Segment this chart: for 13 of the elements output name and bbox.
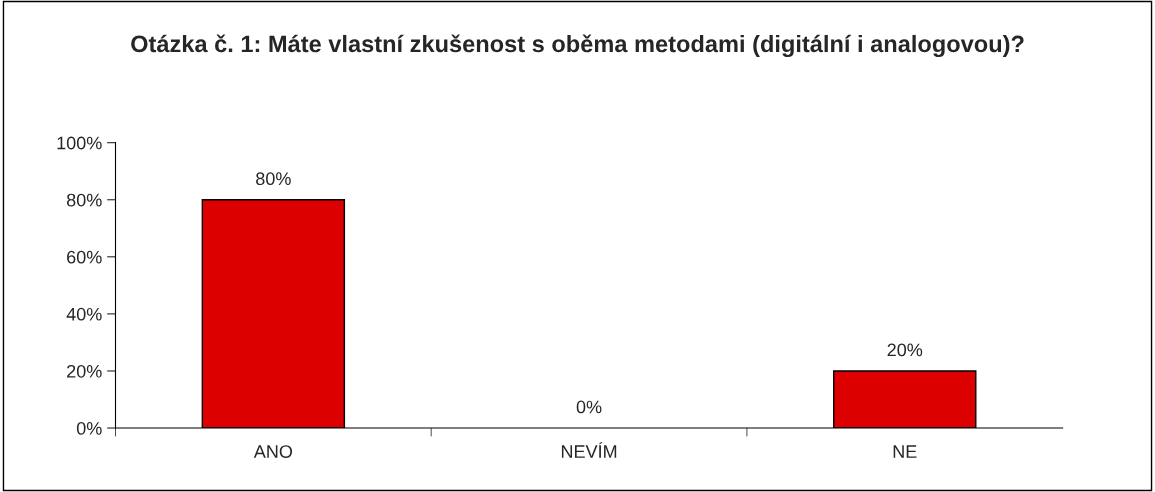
y-tick-label: 0% [76, 421, 102, 435]
data-label: 20% [887, 343, 923, 357]
y-tick-label: 40% [66, 307, 102, 321]
x-tick-label: NEVÍM [561, 442, 617, 458]
y-tick-label: 60% [67, 250, 102, 264]
x-tick-label: ANO [253, 445, 293, 458]
x-tick-label: NE [893, 445, 917, 458]
y-tick-label: 100% [57, 136, 102, 150]
y-tick-label: 20% [67, 364, 102, 378]
data-label: 80% [256, 172, 291, 186]
data-label: 0% [576, 400, 602, 414]
y-tick-label: 80% [66, 193, 102, 207]
chart-title: Otázka č. 1: Máte vlastní zkušenost s oběma metodami (digitální i analogovou)? [131, 34, 1024, 58]
